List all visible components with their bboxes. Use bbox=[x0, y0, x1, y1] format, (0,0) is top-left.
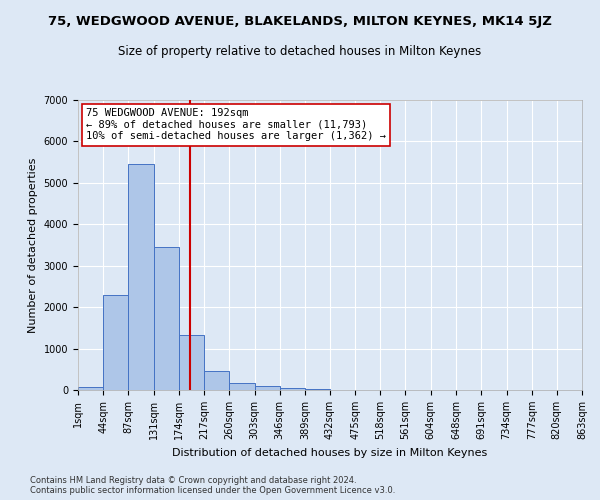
Bar bbox=[280, 388, 305, 390]
Bar bbox=[179, 336, 204, 390]
Bar bbox=[103, 294, 128, 390]
Bar bbox=[305, 388, 330, 390]
Text: 75, WEDGWOOD AVENUE, BLAKELANDS, MILTON KEYNES, MK14 5JZ: 75, WEDGWOOD AVENUE, BLAKELANDS, MILTON … bbox=[48, 15, 552, 28]
Text: Contains HM Land Registry data © Crown copyright and database right 2024.
Contai: Contains HM Land Registry data © Crown c… bbox=[30, 476, 395, 495]
Bar bbox=[204, 371, 229, 390]
Bar bbox=[78, 387, 103, 390]
X-axis label: Distribution of detached houses by size in Milton Keynes: Distribution of detached houses by size … bbox=[172, 448, 488, 458]
Bar bbox=[154, 247, 179, 390]
Bar bbox=[128, 164, 154, 390]
Y-axis label: Number of detached properties: Number of detached properties bbox=[28, 158, 38, 332]
Bar bbox=[229, 384, 254, 390]
Text: Size of property relative to detached houses in Milton Keynes: Size of property relative to detached ho… bbox=[118, 45, 482, 58]
Bar bbox=[254, 386, 280, 390]
Text: 75 WEDGWOOD AVENUE: 192sqm
← 89% of detached houses are smaller (11,793)
10% of : 75 WEDGWOOD AVENUE: 192sqm ← 89% of deta… bbox=[86, 108, 386, 142]
